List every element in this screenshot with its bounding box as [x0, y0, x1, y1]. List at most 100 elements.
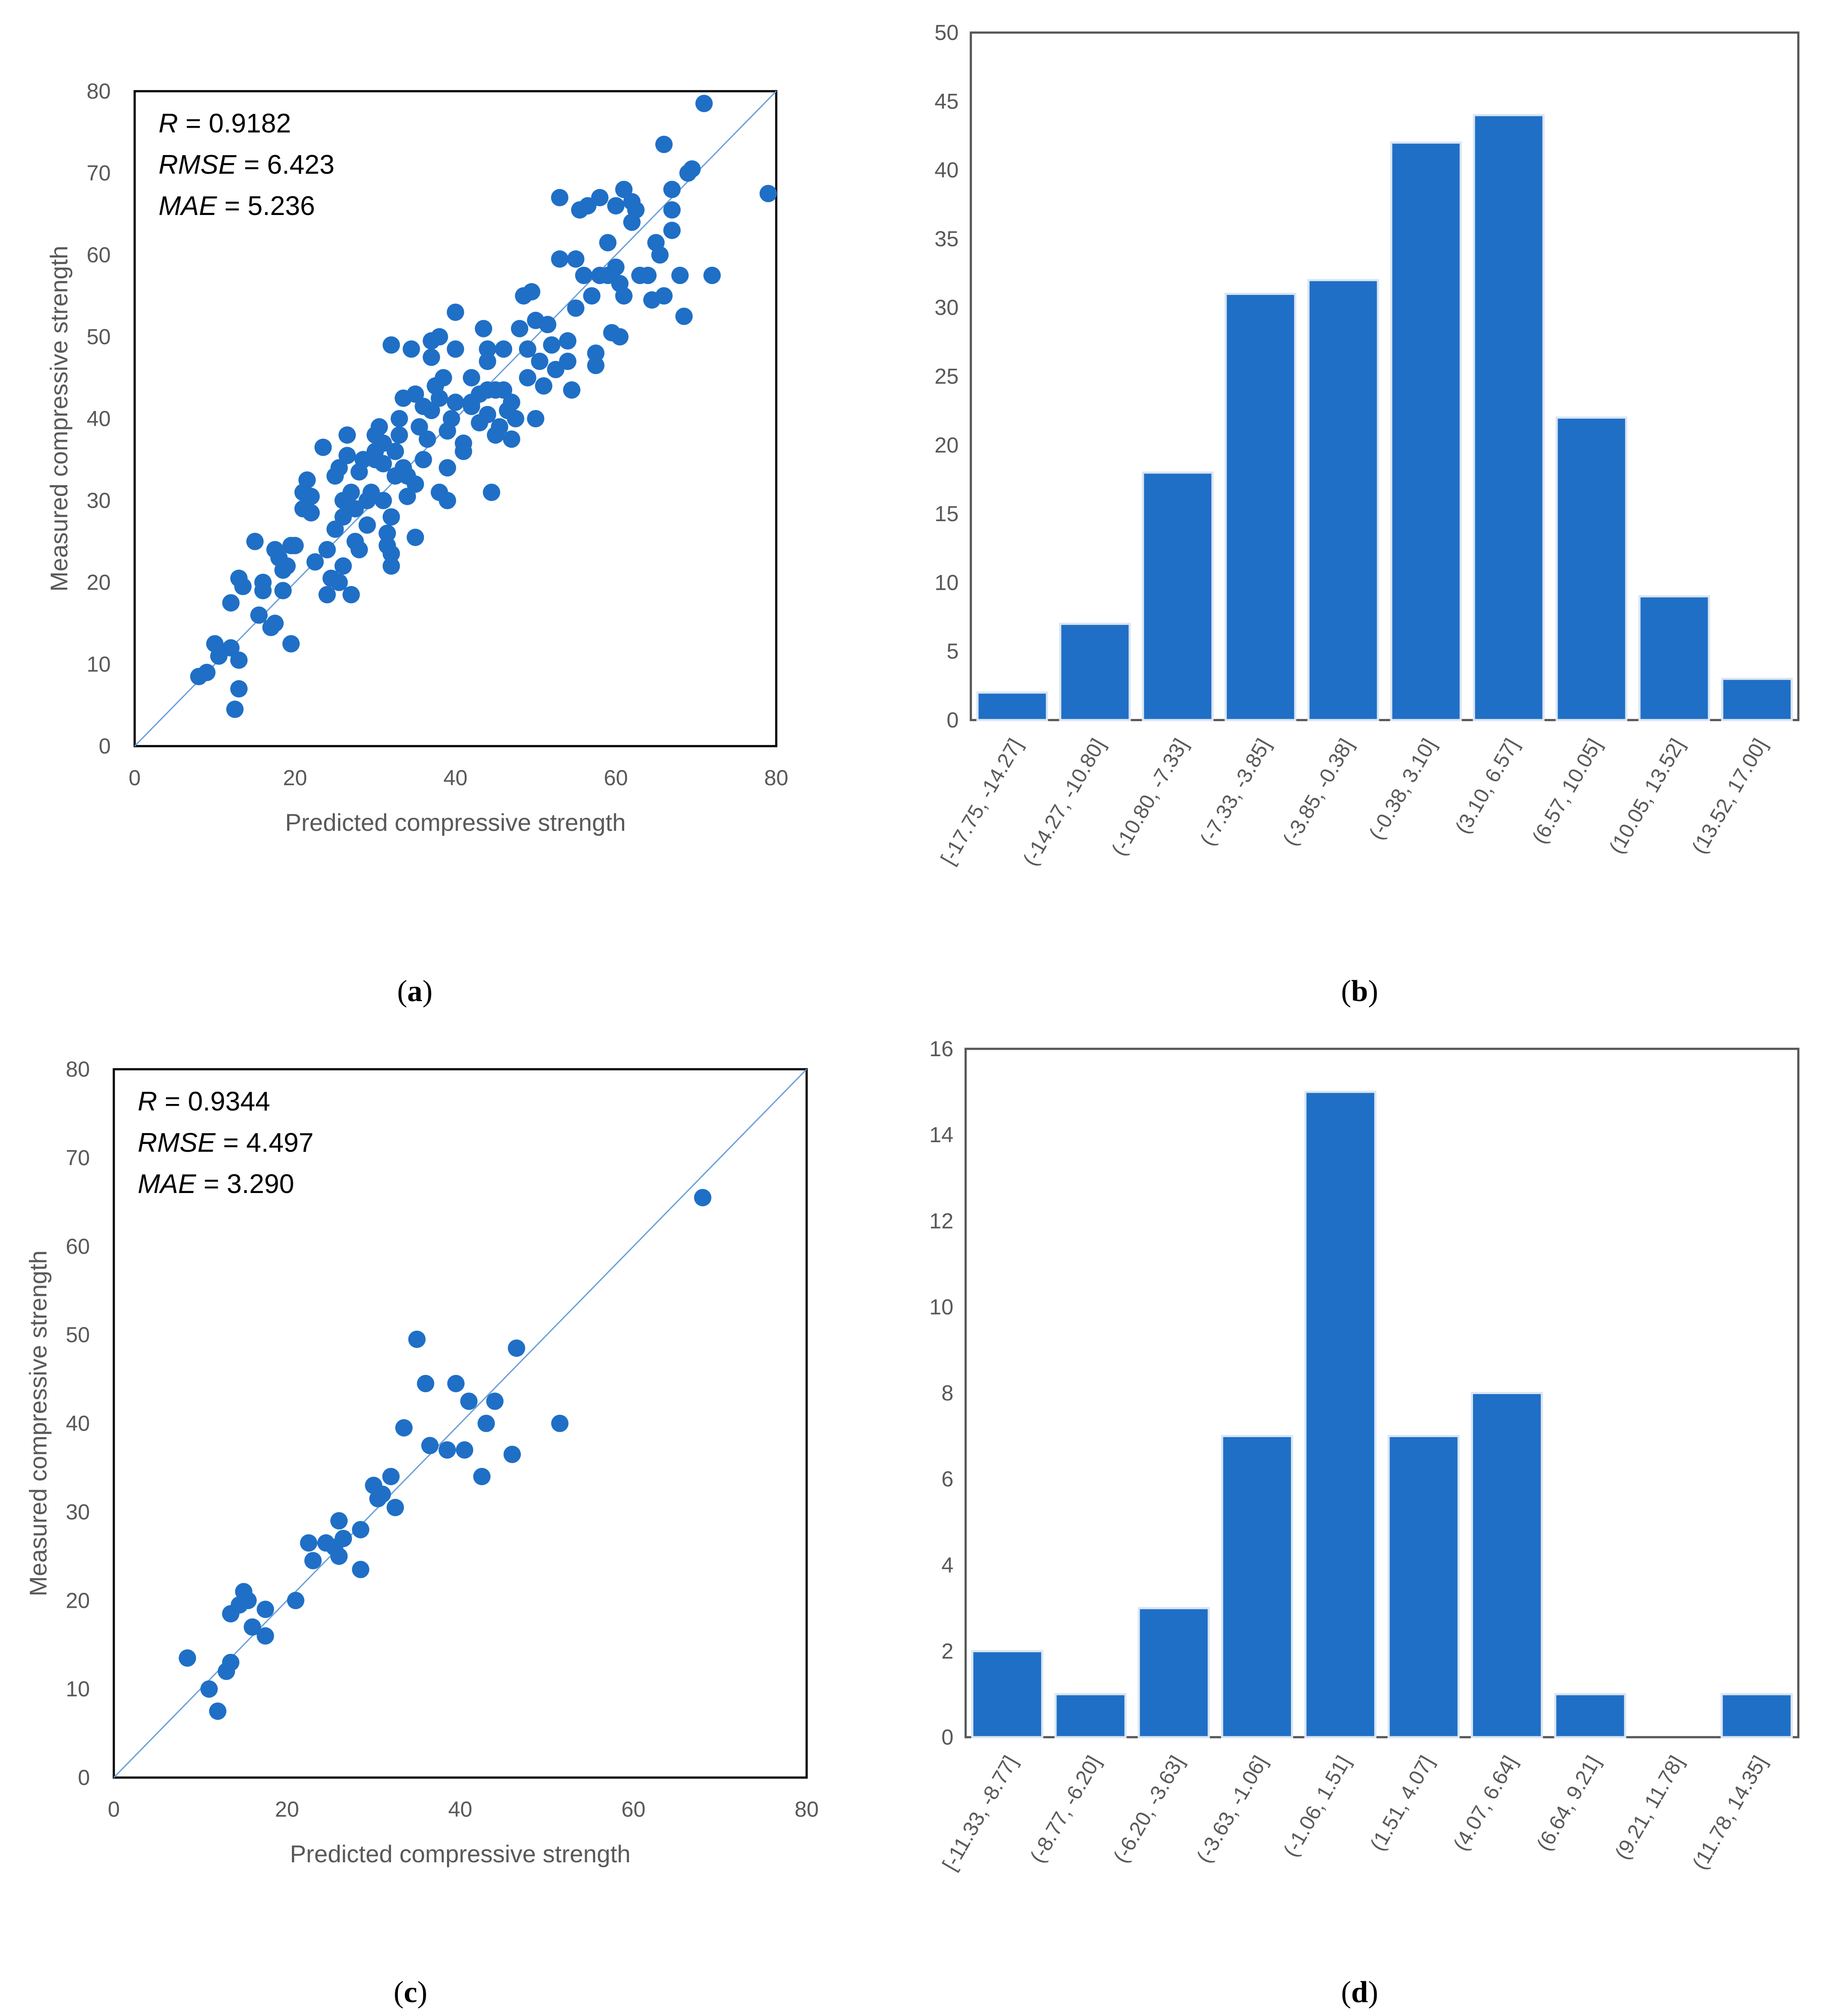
bar	[1307, 279, 1379, 721]
stat-r: R = 0.9182	[159, 109, 291, 139]
data-point	[447, 303, 464, 321]
plot-frame	[133, 90, 778, 747]
data-point	[423, 348, 440, 366]
stat-rmse: RMSE = 4.497	[138, 1128, 314, 1158]
data-point	[539, 316, 556, 334]
data-point	[421, 1437, 439, 1454]
y-tick-label: 80	[86, 79, 111, 103]
data-point	[350, 541, 368, 559]
data-point	[234, 578, 252, 595]
data-point	[567, 299, 585, 317]
data-point	[491, 418, 509, 436]
x-tick-label: 0	[108, 1797, 120, 1821]
y-tick-label: 0	[941, 1725, 953, 1749]
data-point	[302, 504, 320, 522]
y-axis-label: Measured compressive strength	[24, 1250, 52, 1596]
data-point	[463, 397, 480, 415]
y-tick-label: 20	[66, 1588, 90, 1613]
category-label: (6.57, 10.05]	[1528, 735, 1607, 848]
data-point	[382, 557, 400, 575]
data-point	[306, 553, 324, 571]
y-tick-label: 60	[66, 1234, 90, 1259]
data-point	[274, 582, 292, 599]
category-label: (13.52, 17.00]	[1688, 735, 1772, 858]
data-point	[655, 136, 673, 153]
bar	[1471, 1392, 1543, 1738]
y-tick-label: 25	[934, 364, 959, 389]
data-point	[567, 250, 585, 268]
y-tick-label: 0	[947, 708, 959, 732]
y-tick-label: 45	[934, 89, 959, 113]
bar	[976, 691, 1048, 721]
data-point	[410, 418, 428, 436]
data-point	[334, 557, 352, 575]
category-label: [-11.33, -8.77]	[938, 1752, 1023, 1874]
y-axis-label: Measured compressive strength	[45, 246, 73, 592]
data-point	[551, 1415, 569, 1432]
data-point	[244, 1618, 261, 1636]
data-point	[395, 1419, 413, 1437]
bar	[1721, 678, 1793, 721]
data-point	[391, 426, 408, 444]
y-tick-label: 10	[66, 1677, 90, 1701]
bar	[1638, 595, 1710, 721]
y-tick-label: 10	[929, 1295, 953, 1319]
data-point	[519, 340, 536, 358]
data-point	[506, 410, 524, 427]
category-label: (11.78, 14.35]	[1688, 1752, 1771, 1874]
data-point	[508, 1339, 526, 1357]
bar	[1473, 114, 1545, 721]
data-point	[256, 1600, 274, 1618]
data-point	[627, 201, 645, 219]
data-point	[454, 443, 472, 460]
data-point	[475, 320, 493, 337]
data-point	[374, 455, 392, 473]
data-point	[374, 492, 392, 509]
bar	[1556, 416, 1628, 721]
data-point	[338, 446, 356, 464]
data-point	[543, 336, 561, 354]
y-tick-label: 10	[934, 570, 959, 595]
data-point	[443, 410, 460, 427]
bar	[1054, 1693, 1127, 1738]
y-tick-label: 5	[947, 639, 959, 664]
data-point	[473, 1467, 491, 1485]
x-tick-label: 60	[604, 766, 628, 790]
data-point	[402, 340, 420, 358]
data-point	[663, 221, 681, 239]
data-point	[222, 639, 240, 657]
data-point	[535, 377, 553, 395]
y-tick-label: 40	[86, 407, 111, 431]
data-point	[378, 524, 396, 542]
x-axis-label: Predicted compressive strength	[285, 809, 626, 836]
data-point	[483, 483, 500, 501]
data-point	[430, 389, 448, 407]
plot-frame	[964, 1048, 1800, 1738]
y-tick-label: 4	[941, 1553, 953, 1577]
category-label: (4.07, 6.64]	[1449, 1752, 1522, 1855]
data-point	[342, 586, 360, 604]
data-point	[663, 181, 681, 198]
data-point	[463, 369, 480, 387]
y-tick-label: 50	[934, 20, 959, 45]
y-tick-label: 60	[86, 243, 111, 267]
category-label: (-8.77, -6.20]	[1026, 1752, 1105, 1867]
y-tick-label: 2	[941, 1639, 953, 1663]
data-point	[695, 95, 713, 112]
data-point	[371, 418, 388, 436]
data-point	[250, 606, 268, 624]
y-tick-label: 80	[66, 1057, 90, 1081]
category-label: (3.10, 6.57]	[1451, 735, 1523, 838]
data-point	[230, 680, 248, 698]
category-label: (6.64, 9.21]	[1532, 1752, 1605, 1855]
data-point	[330, 1547, 348, 1565]
bar	[1554, 1693, 1626, 1738]
data-point	[759, 185, 777, 202]
data-point	[503, 430, 520, 448]
data-point	[386, 1499, 404, 1517]
data-point	[503, 393, 520, 411]
data-point	[479, 340, 496, 358]
data-point	[374, 1485, 391, 1503]
data-point	[330, 1512, 348, 1530]
data-point	[246, 532, 264, 550]
